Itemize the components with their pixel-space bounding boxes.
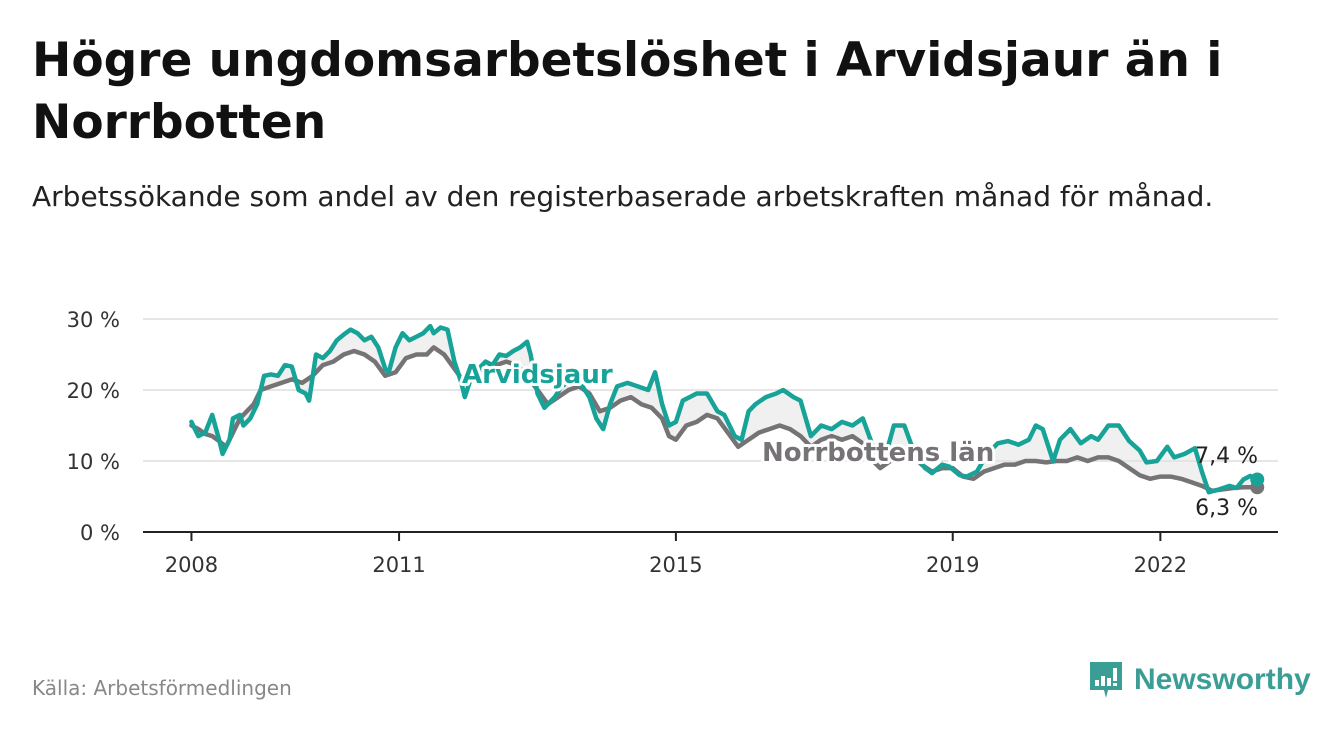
newsworthy-logo-icon	[1090, 662, 1122, 698]
y-tick-label: 20 %	[67, 379, 120, 403]
end-label-arvidsjaur: 7,4 %	[1195, 444, 1258, 469]
end-label-norrbotten: 6,3 %	[1195, 496, 1258, 521]
chart-title: Högre ungdomsarbetslöshet i Arvidsjaur ä…	[32, 33, 1223, 150]
x-tick-label: 2022	[1134, 553, 1187, 577]
brand-logo: Newsworthy	[1088, 658, 1311, 702]
source-note: Källa: Arbetsförmedlingen	[32, 676, 292, 700]
chart-subtitle: Arbetssökande som andel av den registerb…	[32, 180, 1214, 213]
y-tick-label: 30 %	[67, 308, 120, 332]
x-tick-label: 2015	[649, 553, 702, 577]
x-tick-label: 2011	[372, 553, 425, 577]
y-tick-label: 0 %	[80, 521, 120, 545]
series-label-arvidsjaur: Arvidsjaur	[462, 360, 613, 390]
y-tick-label: 10 %	[67, 450, 120, 474]
series-line-arvidsjaur	[189, 323, 1260, 495]
x-tick-label: 2019	[926, 553, 979, 577]
end-point-arvidsjaur	[1250, 472, 1265, 487]
x-tick-label: 2008	[165, 553, 218, 577]
brand-name: Newsworthy	[1134, 663, 1311, 696]
series-label-norrbotten: Norrbottens län	[762, 438, 994, 468]
series-line-norrbotten	[189, 345, 1260, 494]
